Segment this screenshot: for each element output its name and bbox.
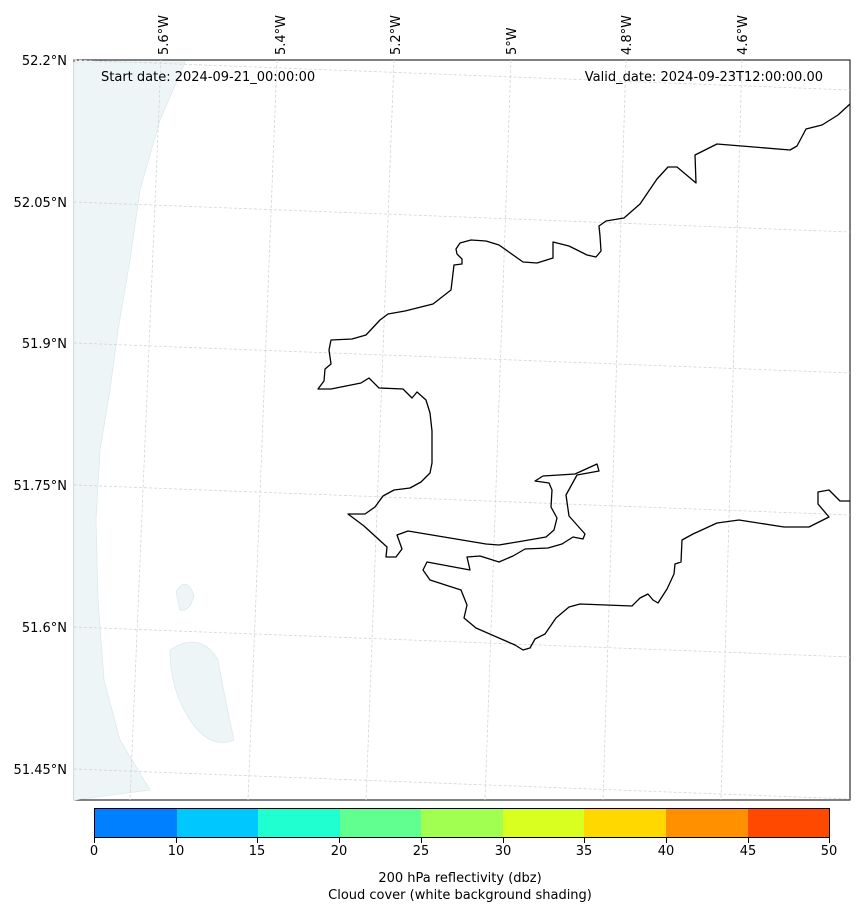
colorbar-tick-label: 20	[330, 844, 348, 859]
lat-label: 51.45°N	[14, 763, 67, 778]
start-date-label: Start date: 2024-09-21_00:00:00	[101, 70, 316, 85]
colorbar-tick	[94, 838, 95, 843]
colorbar-segment	[665, 809, 748, 837]
colorbar-tick	[421, 838, 422, 843]
lat-label: 51.75°N	[14, 479, 67, 494]
colorbar-title: 200 hPa reflectivity (dbz)	[378, 871, 542, 886]
colorbar-tick-label: 10	[167, 844, 185, 859]
colorbar-subtitle: Cloud cover (white background shading)	[328, 888, 592, 903]
colorbar-tick	[666, 838, 667, 843]
colorbar-tick-label: 30	[494, 844, 512, 859]
colorbar-tick	[176, 838, 177, 843]
coastline	[317, 103, 851, 651]
colorbar-segment	[339, 809, 422, 837]
graticule	[73, 59, 851, 801]
colorbar-tick-label: 15	[248, 844, 266, 859]
lon-label: 5°W	[505, 27, 520, 55]
colorbar-tick-label: 25	[412, 844, 430, 859]
colorbar-tick	[748, 838, 749, 843]
lon-label: 5.2°W	[389, 15, 404, 55]
colorbar-segment	[502, 809, 585, 837]
lon-label: 4.8°W	[620, 15, 635, 55]
lon-label: 4.6°W	[736, 15, 751, 55]
colorbar-tick-label: 50	[820, 844, 838, 859]
colorbar-tick	[339, 838, 340, 843]
colorbar-tick-label: 45	[739, 844, 757, 859]
lat-label: 51.6°N	[22, 621, 67, 636]
lon-label: 5.6°W	[157, 15, 172, 55]
colorbar-tick	[503, 838, 504, 843]
colorbar	[94, 808, 830, 838]
colorbar-segment	[747, 809, 830, 837]
lat-label: 52.05°N	[14, 196, 67, 211]
longitude-labels: 5.6°W 5.4°W 5.2°W 5°W 4.8°W 4.6°W	[157, 15, 751, 55]
colorbar-segment	[421, 809, 503, 837]
colorbar-segment	[176, 809, 259, 837]
colorbar-tick-label: 40	[657, 844, 675, 859]
colorbar-tick-label: 0	[89, 844, 99, 859]
lat-label: 52.2°N	[22, 54, 67, 69]
latitude-labels: 52.2°N 52.05°N 51.9°N 51.75°N 51.6°N 51.…	[14, 54, 67, 778]
colorbar-segment	[95, 809, 177, 837]
lon-label: 5.4°W	[274, 15, 289, 55]
colorbar-segment	[584, 809, 666, 837]
colorbar-segment	[258, 809, 340, 837]
colorbar-tick	[257, 838, 258, 843]
cloud-cover-shading	[73, 61, 235, 801]
lat-label: 51.9°N	[22, 337, 67, 352]
colorbar-tick	[829, 838, 830, 843]
colorbar-tick	[584, 838, 585, 843]
colorbar-tick-label: 35	[575, 844, 593, 859]
valid-date-label: Valid_date: 2024-09-23T12:00:00.00	[584, 70, 823, 85]
